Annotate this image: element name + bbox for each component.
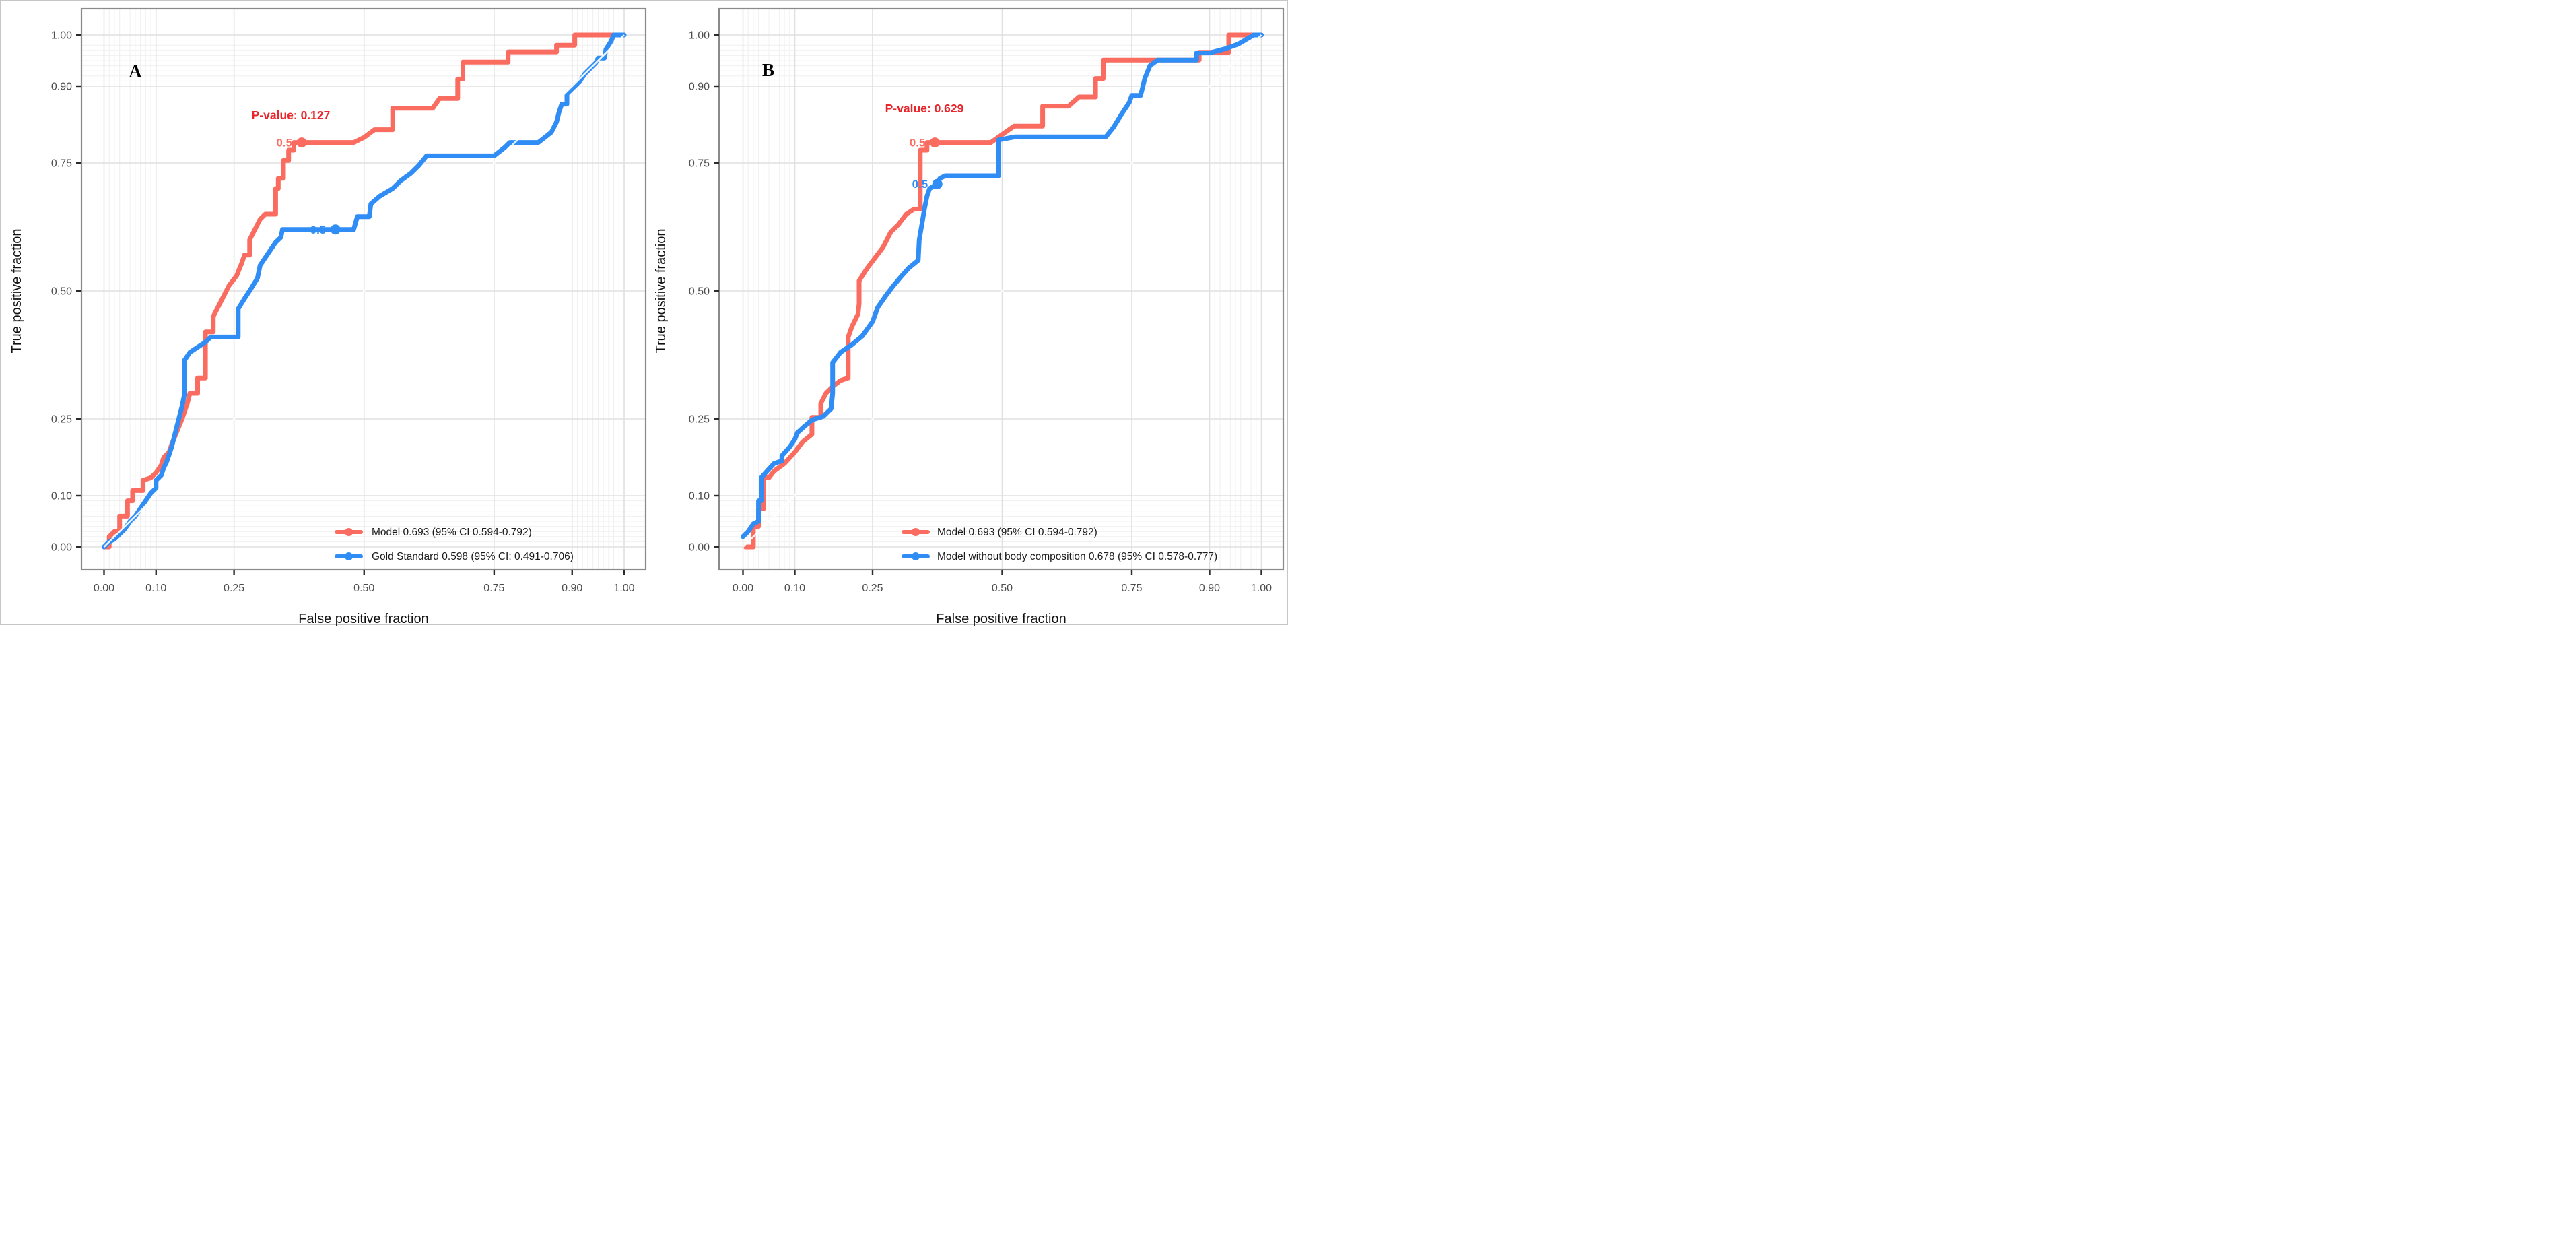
panel-a-letter: A [129,61,142,81]
x-tick-label: 0.75 [1121,583,1142,594]
panel-b-plot-area: 0.50.50.000.000.100.100.250.250.500.500.… [689,7,1285,595]
major-gridlines [81,9,646,570]
legend-marker-dot-blue [912,552,920,560]
panel-border [718,7,1285,571]
x-tick-label: 0.90 [562,583,582,594]
panel-b-letter: B [762,60,774,80]
x-tick-label: 0.00 [733,583,753,594]
roc-chart-canvas: 0.50.50.000.000.100.100.250.250.500.500.… [9,7,1285,626]
legend-label: Gold Standard 0.598 (95% CI: 0.491-0.706… [372,551,574,562]
legend-label: Model 0.693 (95% CI 0.594-0.792) [372,527,532,538]
legend-marker-dot-red [345,528,353,536]
y-tick-label: 1.00 [51,30,72,42]
x-tick-label: 0.25 [862,583,883,594]
chance-diagonal-line [742,34,1262,548]
roc-figure-panel: 0.5 0.5 0.00 0.00 0.10 0.10 0.25 0.25 0.50 0.50 0.… [0,0,1288,626]
legend-label: Model without body composition 0.678 (95… [937,551,1217,562]
y-tick-label: 0.25 [51,414,72,426]
x-tick-label: 0.75 [483,583,504,594]
major-gridlines [719,9,1283,570]
axis-ticks: 0.00 0.00 0.10 0.10 0.25 0.25 0.50 0.50 0.75 0.75… [51,30,635,595]
panel-b-x-axis-title: False positive fraction [936,612,1066,626]
x-tick-label: 1.00 [1251,583,1272,594]
y-tick-label: 0.50 [51,286,72,298]
legend: Model 0.693 (95% CI 0.594-0.792) Model wi… [902,527,1217,562]
x-tick-label: 0.50 [992,583,1013,594]
y-tick-label: 0.50 [689,286,710,298]
x-tick-label: 0.10 [784,583,805,594]
y-tick-label: 1.00 [689,30,710,42]
chance-diagonal-line [103,34,625,548]
roc-curve-blue [741,32,1264,539]
legend: Model 0.693 (95% CI 0.594-0.792) Gold Sta… [335,527,574,562]
x-tick-label: 0.00 [94,583,114,594]
y-tick-label: 0.75 [51,158,72,170]
panel-a-x-axis-title: False positive fraction [298,612,428,626]
legend-marker-dot-blue [345,552,353,560]
cutoff-marker-red [296,137,307,148]
axis-ticks: 0.00 0.00 0.10 0.10 0.25 0.25 0.50 0.50 0.75 0.75… [689,30,1272,595]
x-tick-label: 1.00 [613,583,634,594]
panel-a-plot-area: 0.50.50.000.000.100.100.250.250.500.500.… [51,7,647,595]
cutoff-marker-blue [932,178,943,189]
cutoff-label-red: 0.5 [276,137,292,150]
legend-label: Model 0.693 (95% CI 0.594-0.792) [937,527,1097,538]
legend-marker-dot-red [912,528,920,536]
panel-a-y-axis-title: True positive fraction [9,229,24,354]
x-tick-label: 0.10 [145,583,166,594]
minor-gridlines [719,9,1283,570]
cutoff-label-red: 0.5 [910,137,926,150]
y-tick-label: 0.10 [689,491,710,502]
panel-a-pvalue-annotation: P-value: 0.127 [252,108,331,122]
y-tick-label: 0.00 [51,542,72,554]
plot-background [719,9,1283,570]
panel-b-y-axis-title: True positive fraction [654,229,669,354]
roc-curve-red [102,32,627,550]
x-tick-label: 0.90 [1199,583,1220,594]
y-tick-label: 0.75 [689,158,710,170]
y-tick-label: 0.25 [689,414,710,426]
cutoff-marker-red [929,137,940,148]
roc-curve-blue [102,32,627,550]
y-tick-label: 0.10 [51,491,72,502]
cutoff-label-blue: 0.5 [912,178,928,191]
y-tick-label: 0.90 [51,81,72,93]
panel-b-pvalue-annotation: P-value: 0.629 [885,102,964,115]
y-tick-label: 0.90 [689,81,710,93]
cutoff-label-blue: 0.5 [310,224,327,236]
y-tick-label: 0.00 [689,542,710,554]
roc-curve-red [743,32,1264,550]
cutoff-marker-blue [330,224,341,235]
x-tick-label: 0.50 [353,583,374,594]
x-tick-label: 0.25 [224,583,244,594]
